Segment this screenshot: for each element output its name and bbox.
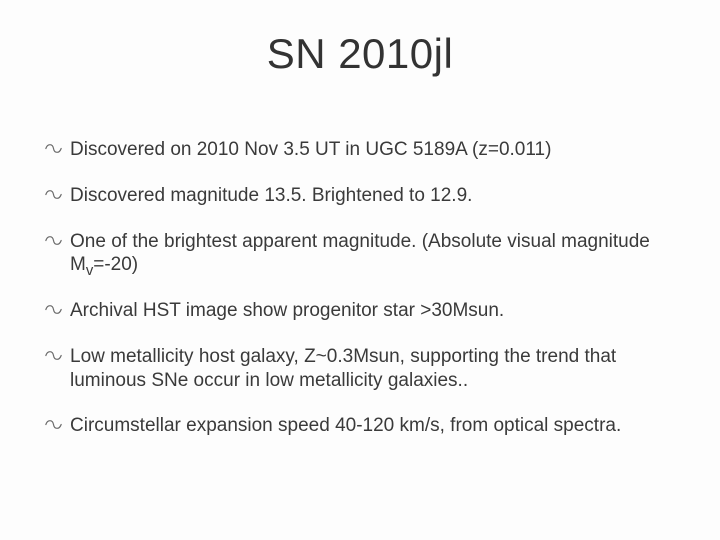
list-item-text: Low metallicity host galaxy, Z~0.3Msun, … [70, 345, 675, 393]
list-item-text: One of the brightest apparent magnitude.… [70, 230, 675, 278]
list-item: Circumstellar expansion speed 40-120 km/… [45, 414, 675, 438]
swirl-icon [45, 302, 62, 317]
list-item: Archival HST image show progenitor star … [45, 299, 675, 323]
list-item-text: Discovered on 2010 Nov 3.5 UT in UGC 518… [70, 138, 675, 162]
list-item: Discovered on 2010 Nov 3.5 UT in UGC 518… [45, 138, 675, 162]
list-item-text: Discovered magnitude 13.5. Brightened to… [70, 184, 675, 208]
swirl-icon [45, 141, 62, 156]
list-item-text: Archival HST image show progenitor star … [70, 299, 675, 323]
list-item: Discovered magnitude 13.5. Brightened to… [45, 184, 675, 208]
swirl-icon [45, 187, 62, 202]
bullet-list: Discovered on 2010 Nov 3.5 UT in UGC 518… [45, 138, 675, 438]
swirl-icon [45, 233, 62, 248]
text-pre: One of the brightest apparent magnitude.… [70, 231, 650, 276]
slide: SN 2010jl Discovered on 2010 Nov 3.5 UT … [0, 0, 720, 540]
list-item: Low metallicity host galaxy, Z~0.3Msun, … [45, 345, 675, 393]
swirl-icon [45, 348, 62, 363]
list-item: One of the brightest apparent magnitude.… [45, 230, 675, 278]
slide-title: SN 2010jl [45, 30, 675, 78]
list-item-text: Circumstellar expansion speed 40-120 km/… [70, 414, 675, 438]
text-post: =-20) [93, 254, 138, 275]
swirl-icon [45, 417, 62, 432]
